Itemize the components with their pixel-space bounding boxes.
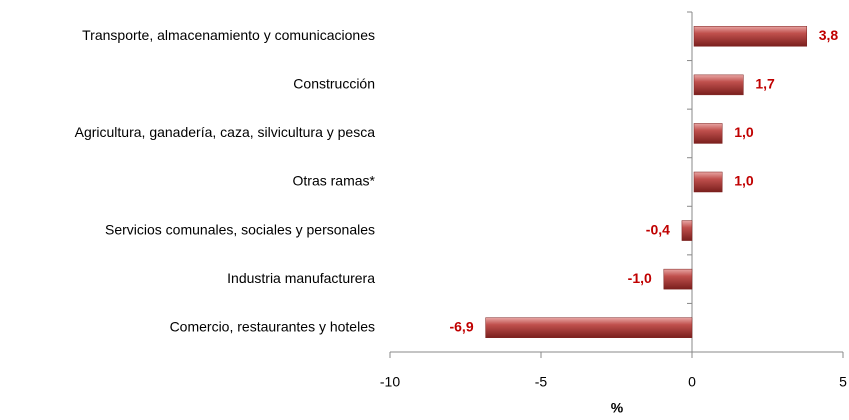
category-label: Servicios comunales, sociales y personal… — [105, 221, 375, 237]
bar — [693, 26, 808, 47]
bar — [681, 220, 693, 241]
value-label: 1,0 — [734, 124, 754, 140]
category-label: Construcción — [293, 76, 375, 92]
category-label: Comercio, restaurantes y hoteles — [170, 318, 375, 334]
bar — [693, 171, 723, 193]
value-label: -1,0 — [628, 270, 652, 286]
x-tick-label: 5 — [839, 374, 847, 390]
bar — [663, 268, 693, 290]
bar — [693, 123, 723, 144]
bar — [693, 74, 744, 96]
x-tick-label: -5 — [535, 374, 548, 390]
x-axis-label: % — [611, 400, 624, 416]
category-label: Otras ramas* — [293, 173, 376, 189]
category-label: Agricultura, ganadería, caza, silvicultu… — [75, 124, 376, 140]
value-label: 1,7 — [755, 76, 775, 92]
value-label: -6,9 — [449, 318, 473, 334]
value-label: 1,0 — [734, 173, 754, 189]
value-label: -0,4 — [646, 221, 670, 237]
value-label: 3,8 — [819, 27, 839, 43]
x-tick-label: 0 — [688, 374, 696, 390]
category-label: Transporte, almacenamiento y comunicacio… — [82, 27, 375, 43]
category-label: Industria manufacturera — [227, 270, 375, 286]
x-tick-label: -10 — [380, 374, 400, 390]
bar — [485, 317, 693, 338]
